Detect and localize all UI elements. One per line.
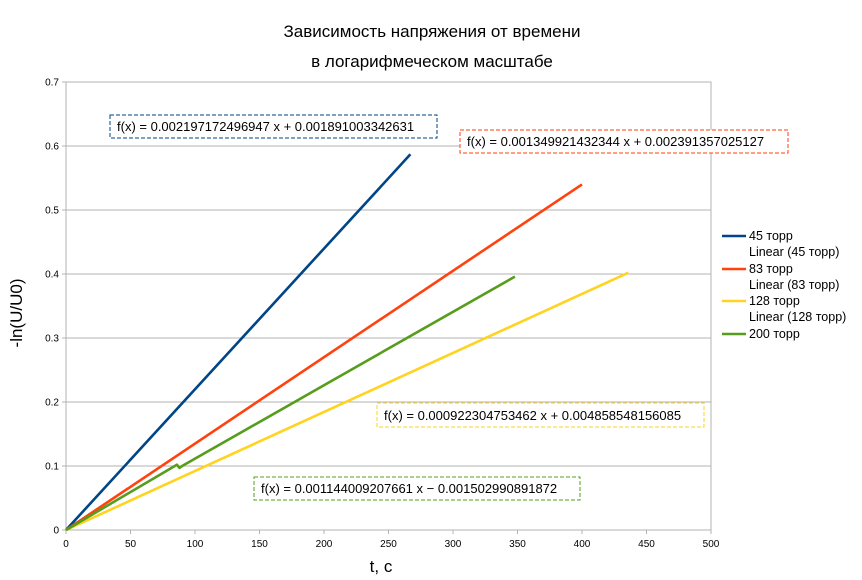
chart-subtitle: в логарифмеческом масштабе — [311, 52, 553, 71]
y-tick-label: 0.5 — [45, 206, 59, 217]
series-lines — [65, 153, 629, 532]
x-tick-label: 300 — [445, 539, 462, 550]
x-tick-label: 150 — [251, 539, 268, 550]
y-tick-label: 0.4 — [45, 270, 59, 281]
x-tick-label: 500 — [703, 539, 720, 550]
y-tick-label: 0.3 — [45, 334, 59, 345]
y-tick-label: 0 — [53, 526, 59, 537]
x-tick-label: 450 — [638, 539, 655, 550]
x-tick-label: 250 — [380, 539, 397, 550]
x-tick-label: 0 — [63, 539, 69, 550]
legend-entry-83: 83 торр — [749, 262, 793, 276]
y-axis-label: -ln(U/U0) — [7, 279, 26, 348]
y-tick-label: 0.1 — [45, 462, 59, 473]
legend-entry-45: 45 торр — [749, 229, 793, 243]
x-tick-label: 200 — [316, 539, 333, 550]
x-tick-label: 100 — [187, 539, 204, 550]
series-line-0 — [65, 153, 412, 531]
legend: 45 торр Linear (45 торр) 83 торр Linear … — [722, 229, 846, 341]
equation-200: f(x) = 0.001144009207661 x − 0.001502990… — [261, 481, 557, 496]
equation-box-128: f(x) = 0.000922304753462 x + 0.004858548… — [376, 402, 705, 428]
equation-83: f(x) = 0.001349921432344 x + 0.002391357… — [467, 134, 764, 149]
x-axis-label: t, c — [370, 557, 393, 576]
chart-title: Зависимость напряжения от времени — [284, 22, 581, 41]
series-line-1 — [65, 183, 583, 532]
equation-128: f(x) = 0.000922304753462 x + 0.004858548… — [384, 408, 681, 423]
legend-entry-linear-83: Linear (83 торр) — [749, 278, 839, 292]
x-tick-label: 50 — [125, 539, 137, 550]
legend-entry-linear-128: Linear (128 торр) — [749, 310, 846, 324]
x-tick-label: 400 — [574, 539, 591, 550]
series-line-2 — [65, 271, 629, 532]
x-axis: 0 50 100 150 200 250 300 350 400 450 500 — [63, 530, 720, 550]
equation-box-45: f(x) = 0.002197172496947 x + 0.001891003… — [109, 114, 438, 139]
equation-box-83: f(x) = 0.001349921432344 x + 0.002391357… — [459, 129, 789, 154]
y-axis: 0 0.1 0.2 0.3 0.4 0.5 0.6 0.7 — [45, 78, 66, 537]
series-line-3 — [65, 275, 516, 532]
y-tick-label: 0.7 — [45, 78, 59, 89]
equation-45: f(x) = 0.002197172496947 x + 0.001891003… — [117, 119, 414, 134]
legend-entry-200: 200 торр — [749, 327, 800, 341]
y-tick-label: 0.2 — [45, 398, 59, 409]
y-tick-label: 0.6 — [45, 142, 59, 153]
legend-entry-128: 128 торр — [749, 294, 800, 308]
x-tick-label: 350 — [509, 539, 526, 550]
legend-entry-linear-45: Linear (45 торр) — [749, 245, 839, 259]
equation-box-200: f(x) = 0.001144009207661 x − 0.001502990… — [253, 476, 581, 501]
